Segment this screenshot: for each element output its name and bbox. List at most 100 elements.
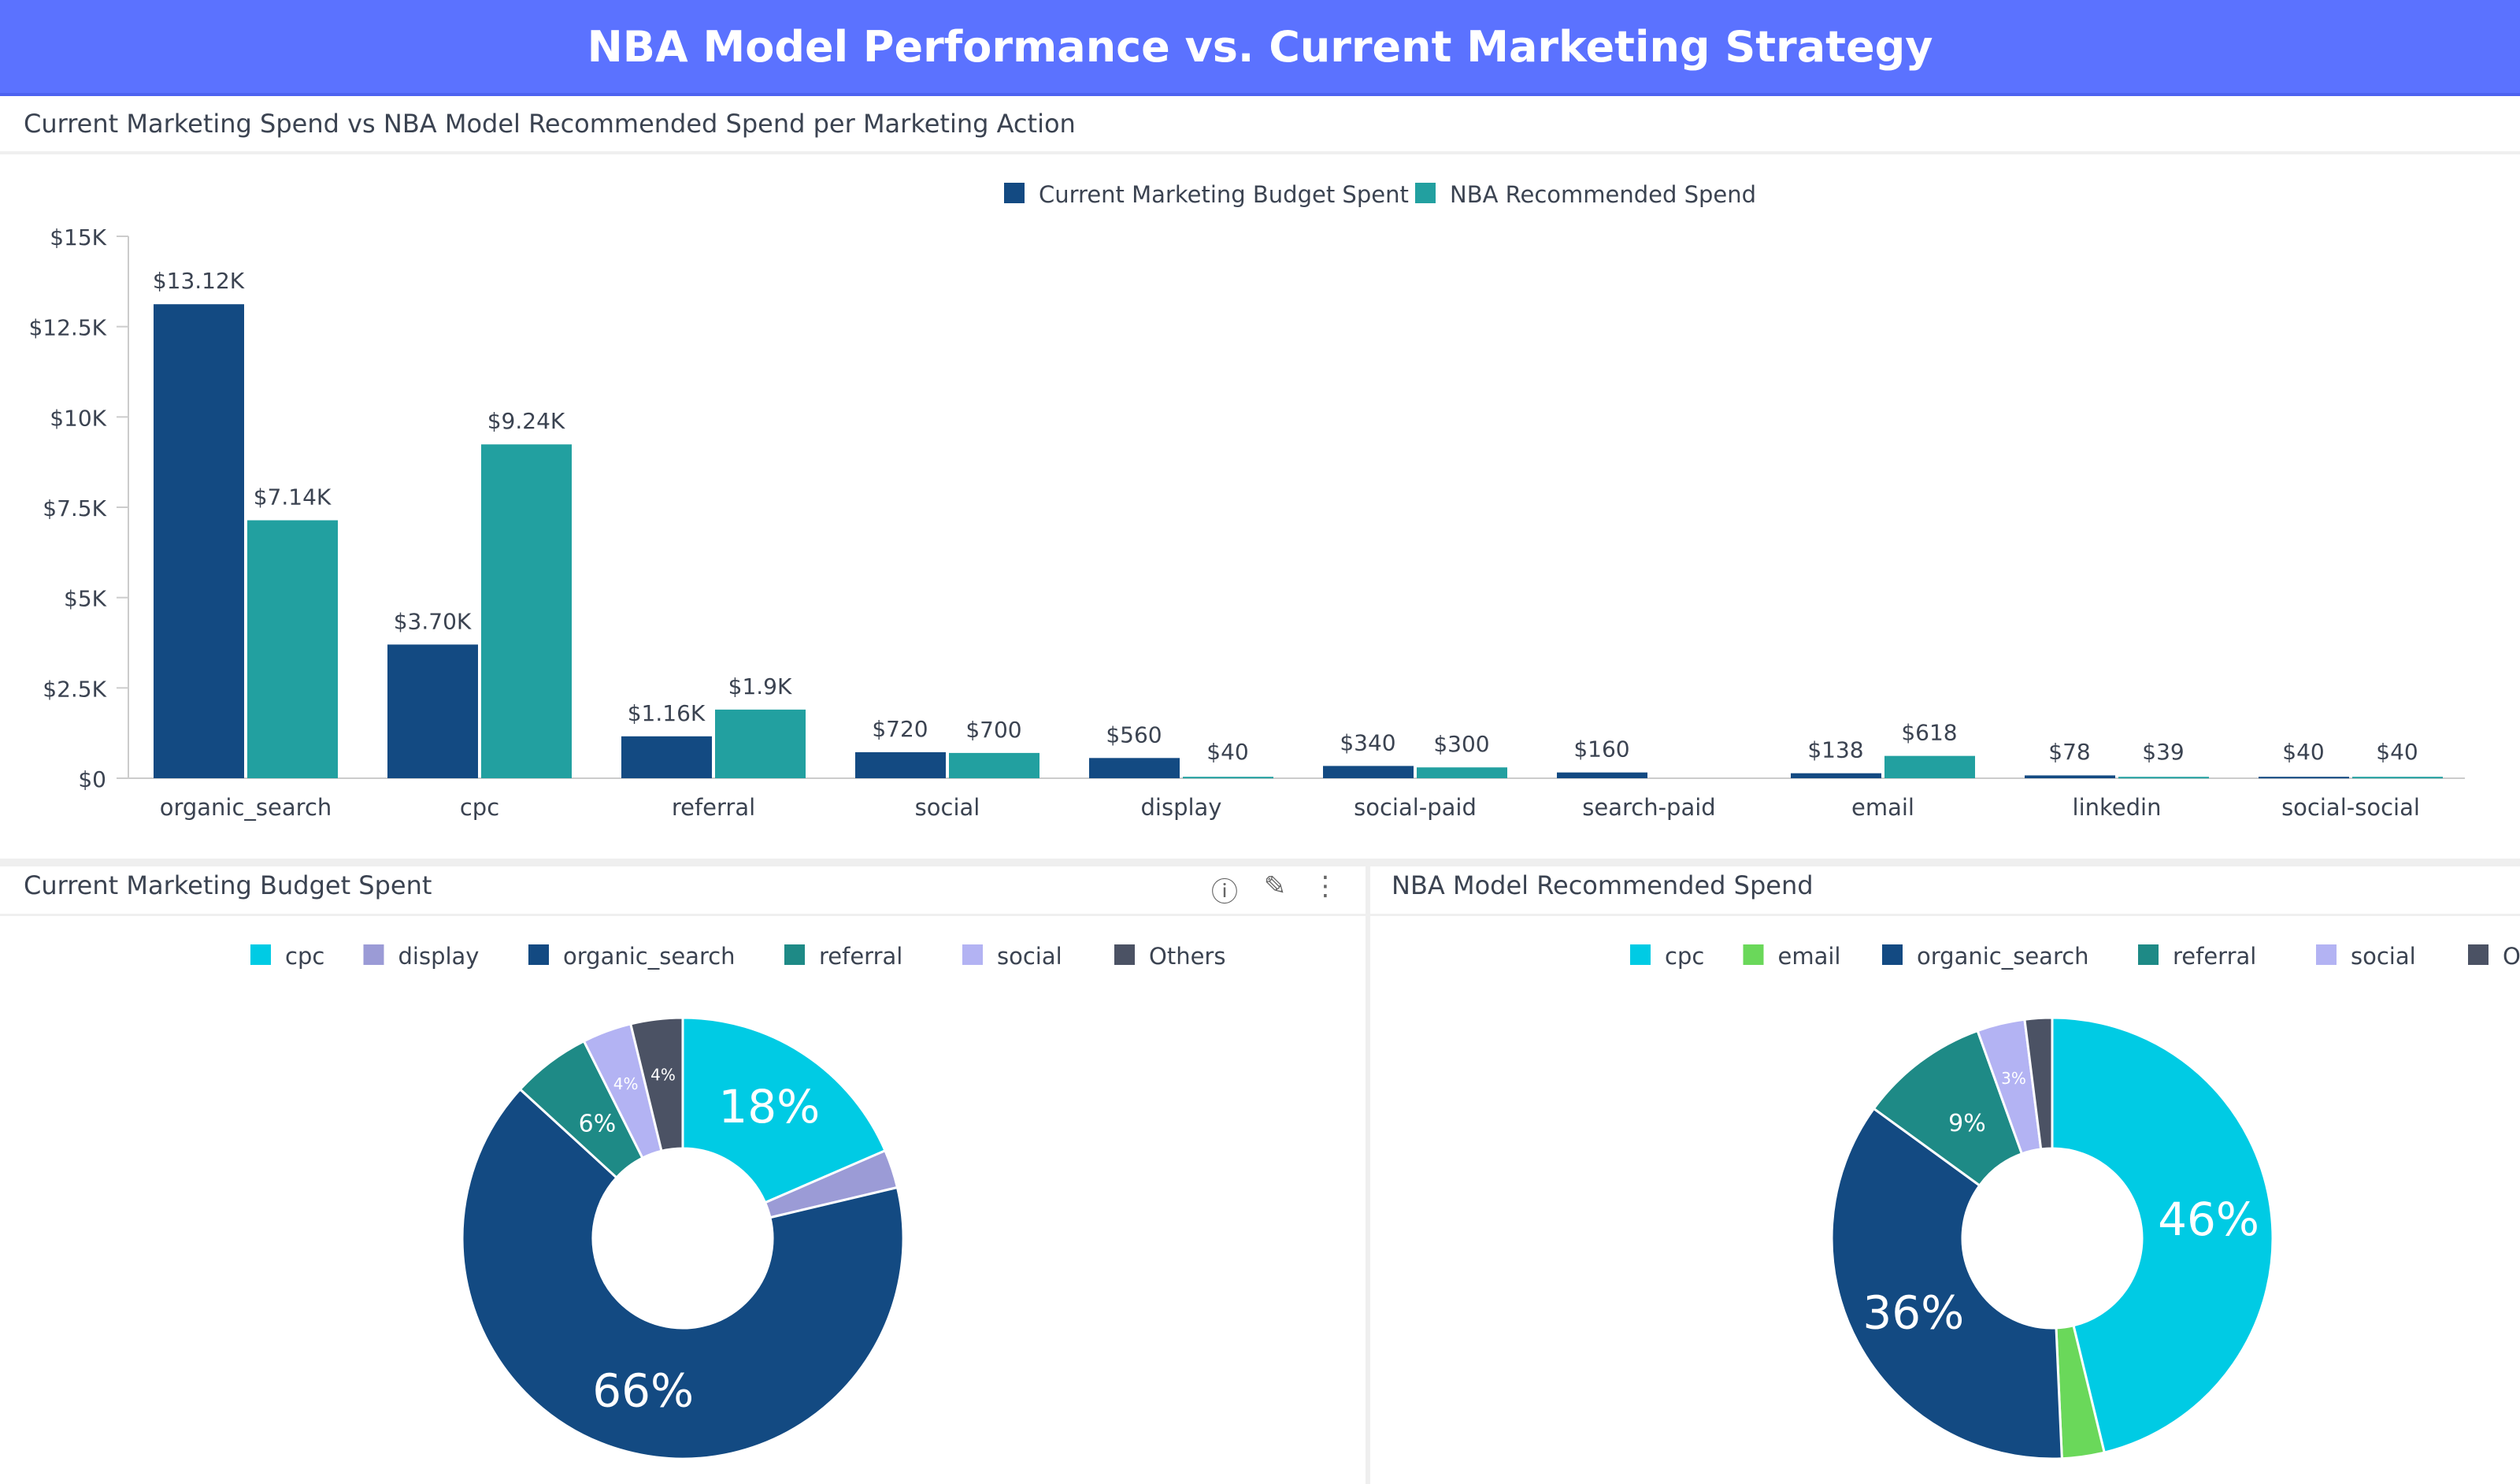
left-panel-title: Current Marketing Budget Spent	[24, 870, 432, 900]
legend-label: referral	[2173, 943, 2256, 970]
bar-recommended	[1417, 767, 1507, 778]
data-label: $40	[2282, 739, 2324, 765]
legend-swatch	[1004, 183, 1025, 203]
data-label: $560	[1106, 722, 1162, 748]
donut-slice-organic_search	[461, 1087, 905, 1460]
legend-label: email	[1778, 943, 1841, 970]
data-label: $1.9K	[728, 673, 792, 699]
x-tick-label: display	[1141, 794, 1222, 821]
data-label: $618	[1901, 720, 1957, 746]
legend-swatch	[2138, 944, 2159, 965]
legend-label: organic_search	[563, 943, 736, 970]
right-panel-title: NBA Model Recommended Spend	[1392, 870, 1814, 900]
x-tick-label: email	[1851, 794, 1914, 821]
bar-panel-title: Current Marketing Spend vs NBA Model Rec…	[24, 109, 1076, 139]
y-tick-label: $12.5K	[28, 315, 106, 341]
data-label: $7.14K	[254, 484, 332, 510]
data-label: $9.24K	[487, 408, 565, 434]
legend-label: Others	[2503, 943, 2520, 970]
x-tick-label: organic_search	[160, 794, 332, 821]
legend-label: referral	[819, 943, 902, 970]
legend-swatch	[1114, 944, 1135, 965]
divider	[0, 151, 2520, 154]
slice-label: 46%	[2158, 1193, 2259, 1246]
x-tick-label: linkedin	[2073, 794, 2162, 821]
x-tick-label: cpc	[460, 794, 499, 821]
legend-label: social	[997, 943, 1062, 970]
data-label: $1.16K	[628, 700, 706, 726]
donut-slice-cpc	[681, 1016, 887, 1204]
data-label: $340	[1340, 729, 1395, 755]
data-label: $700	[965, 717, 1021, 743]
x-tick-label: social	[915, 794, 980, 821]
data-label: $40	[2376, 739, 2418, 765]
legend-label: NBA Recommended Spend	[1450, 181, 1756, 208]
legend-swatch	[2468, 944, 2488, 965]
slice-label: 4%	[650, 1065, 676, 1084]
slice-label: 3%	[2001, 1069, 2026, 1088]
donut-slice-Others	[628, 1016, 684, 1153]
slice-label: 6%	[579, 1110, 617, 1137]
bar-current	[387, 644, 478, 778]
slice-label: 9%	[1948, 1110, 1986, 1137]
y-tick-label: $15K	[50, 224, 106, 250]
x-tick-label: referral	[672, 794, 755, 821]
data-label: $13.12K	[153, 268, 245, 294]
bar-recommended	[715, 709, 806, 778]
donut-slice-cpc	[2051, 1016, 2274, 1454]
legend-label: organic_search	[1917, 943, 2089, 970]
slice-label: 36%	[1862, 1286, 1964, 1340]
data-label: $300	[1433, 731, 1489, 757]
divider	[0, 914, 1366, 916]
legend-label: display	[398, 943, 480, 970]
bar-recommended	[247, 520, 338, 778]
bar-recommended	[2352, 777, 2443, 779]
legend-swatch	[250, 944, 271, 965]
data-label: $138	[1807, 737, 1863, 763]
divider	[0, 859, 2520, 866]
bar-current	[855, 751, 946, 778]
legend-label: cpc	[1665, 943, 1704, 970]
data-label: $40	[1206, 739, 1248, 765]
legend-swatch	[1743, 944, 1764, 965]
x-tick-label: social-paid	[1354, 794, 1477, 821]
bar-recommended	[481, 444, 572, 778]
legend-swatch	[1630, 944, 1651, 965]
legend-label: cpc	[285, 943, 324, 970]
bar-current	[154, 304, 244, 778]
legend-swatch	[1882, 944, 1903, 965]
y-tick-label: $2.5K	[43, 676, 106, 702]
legend-swatch	[363, 944, 384, 965]
more-vertical-icon[interactable]: ⋮	[1312, 870, 1339, 902]
dashboard-header: NBA Model Performance vs. Current Market…	[0, 0, 2520, 96]
data-label: $160	[1573, 736, 1629, 762]
data-label: $3.70K	[394, 608, 472, 634]
legend-swatch	[1415, 183, 1436, 203]
bar-current	[1089, 758, 1180, 778]
data-label: $720	[872, 716, 928, 742]
legend-swatch	[962, 944, 983, 965]
slice-label: 66%	[592, 1364, 694, 1418]
data-label: $78	[2048, 739, 2090, 765]
data-label: $39	[2142, 739, 2184, 765]
legend-swatch	[2316, 944, 2337, 965]
bar-recommended	[1884, 755, 1975, 778]
y-tick-label: $10K	[50, 405, 106, 431]
bar-recommended	[949, 752, 1040, 778]
bar-current	[2259, 777, 2349, 779]
legend-label: Others	[1149, 943, 1225, 970]
info-icon[interactable]: ⓘ	[1211, 877, 1238, 908]
x-tick-label: social-social	[2281, 794, 2420, 821]
bar-current	[2025, 775, 2115, 778]
donut-slice-organic_search	[1830, 1107, 2063, 1460]
slice-label: 18%	[718, 1080, 820, 1133]
donut-slice-Others	[2023, 1016, 2054, 1151]
legend-label: social	[2351, 943, 2416, 970]
bar-recommended	[1183, 777, 1273, 779]
y-tick-label: $0	[78, 766, 106, 792]
pencil-icon[interactable]: ✎	[1263, 870, 1287, 902]
y-tick-label: $7.5K	[43, 495, 106, 521]
bar-recommended	[2118, 777, 2209, 779]
divider	[1370, 914, 2520, 916]
bar-current	[1791, 773, 1881, 778]
